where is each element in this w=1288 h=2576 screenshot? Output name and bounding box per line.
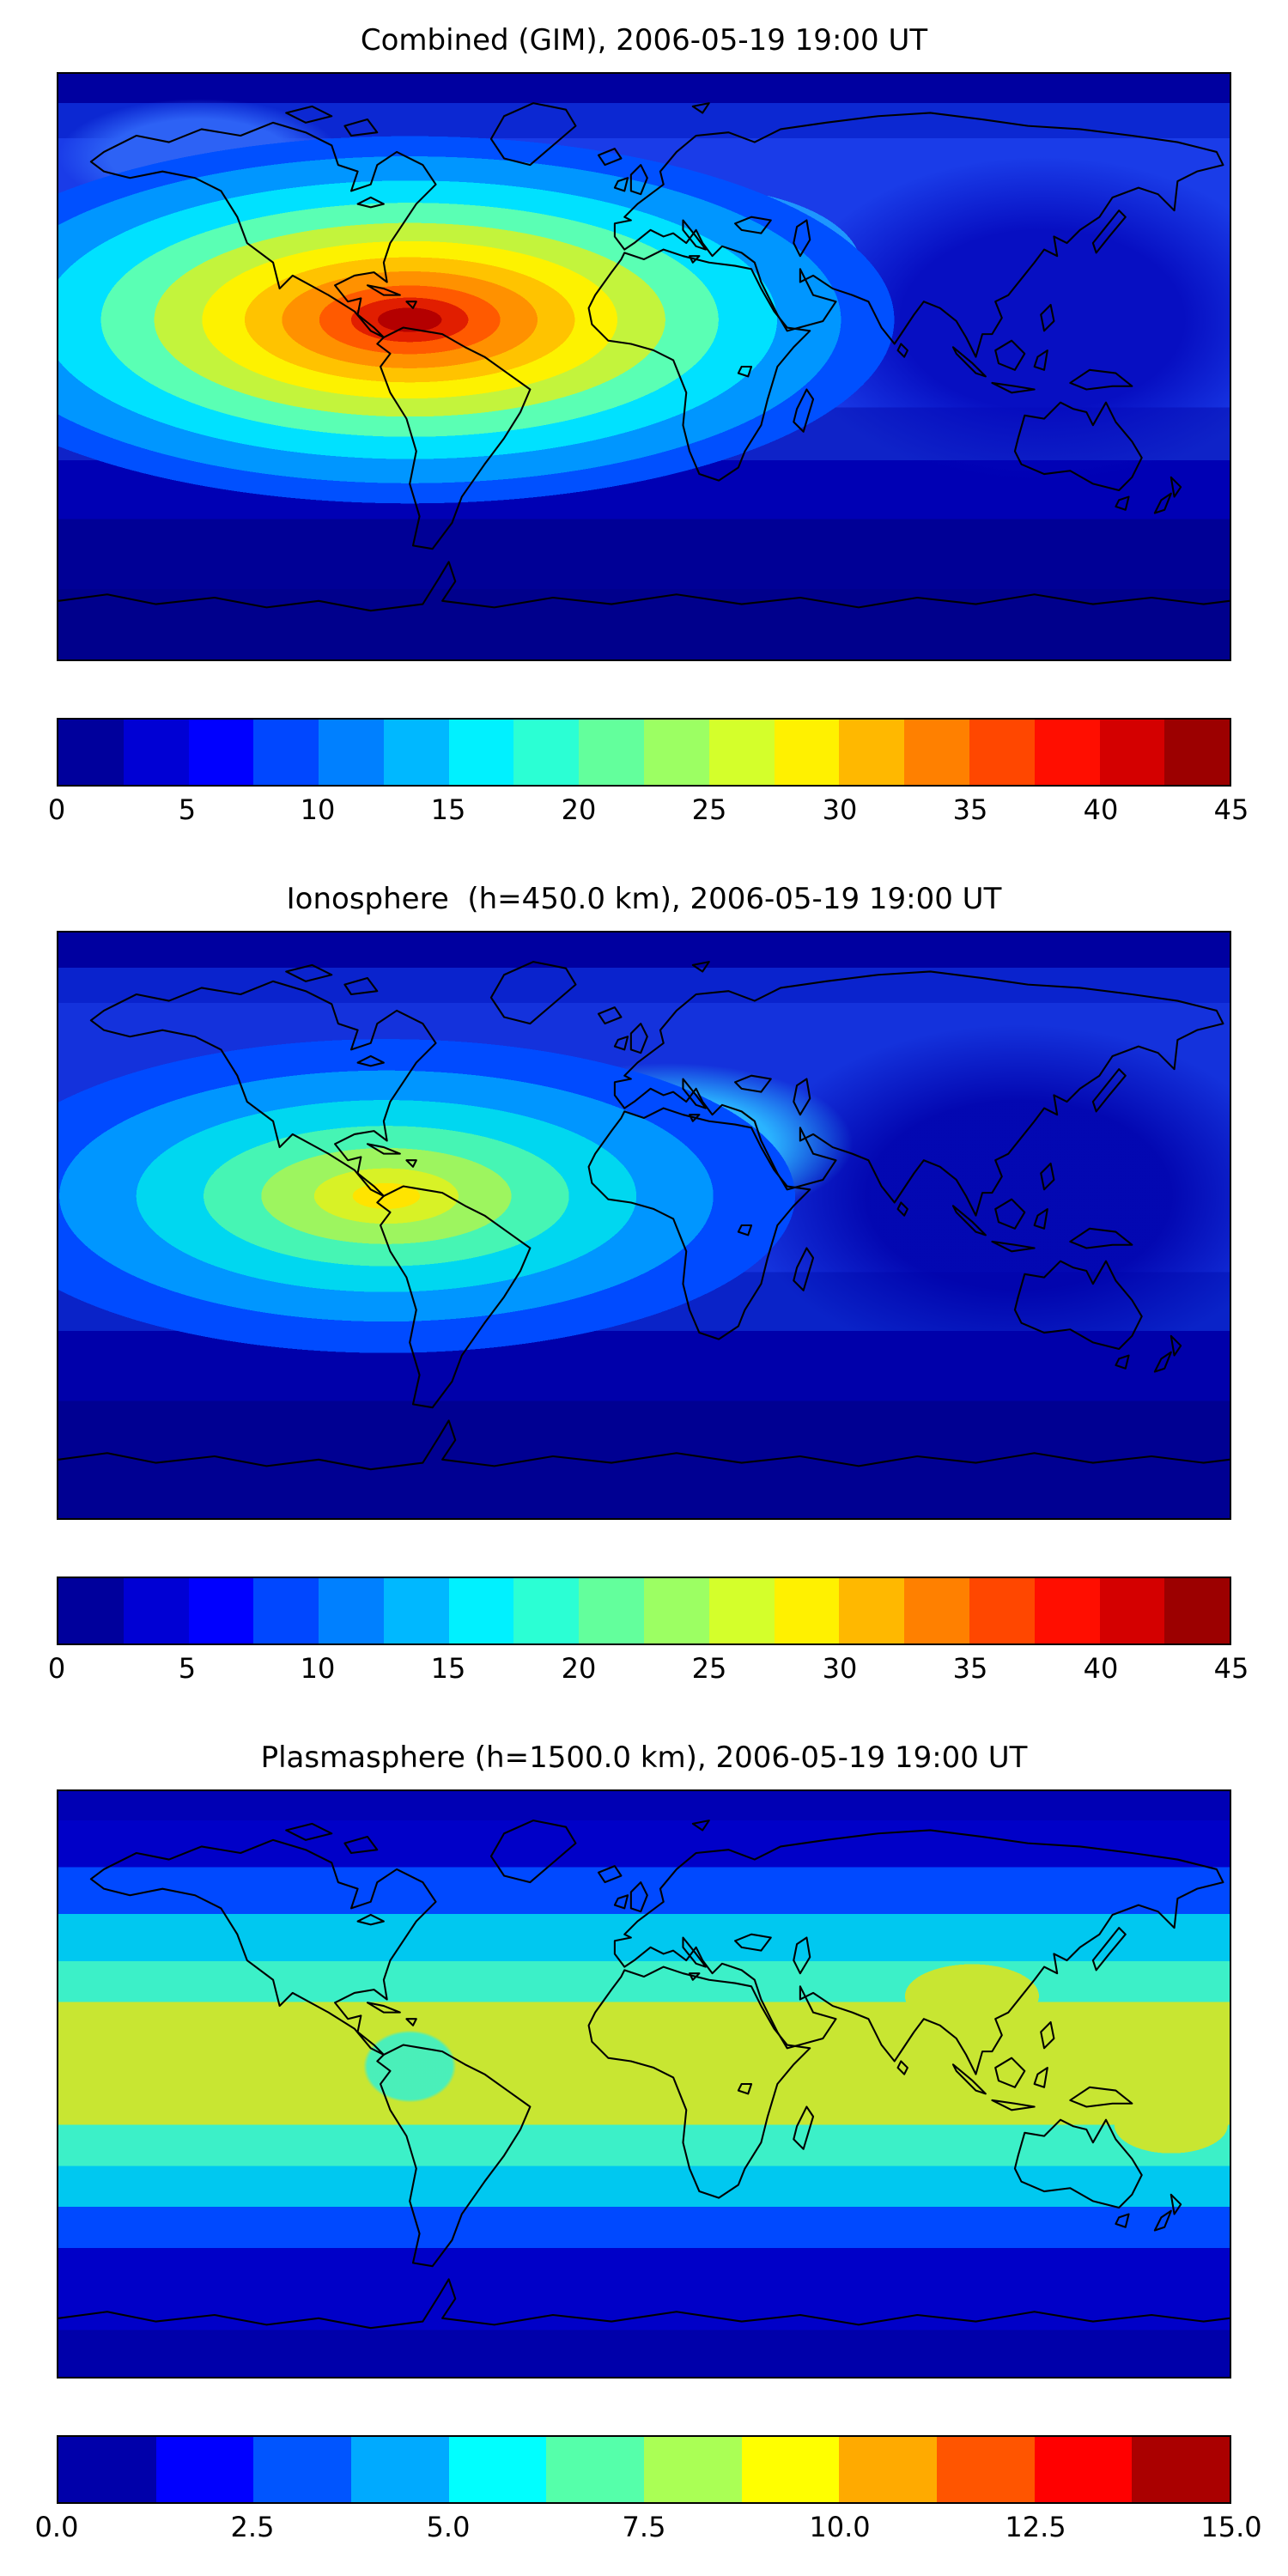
colorbar-tick-label: 40 xyxy=(1083,1652,1119,1685)
colorbar-segment xyxy=(546,2437,645,2502)
colorbar-segment xyxy=(513,1578,580,1643)
colorbar-tick-label: 45 xyxy=(1213,1652,1249,1685)
colorbar-segment xyxy=(58,720,124,785)
colorbar-tick-label: 25 xyxy=(691,793,727,826)
colorbar-segment xyxy=(644,2437,742,2502)
colorbar-segment xyxy=(383,1578,449,1643)
panel-combined: Combined (GIM), 2006-05-19 19:00 UT 0 5 10… xyxy=(0,0,1288,859)
colorbar-segment xyxy=(969,720,1035,785)
panel-plasmasphere-title: Plasmasphere (h=1500.0 km), 2006-05-19 1… xyxy=(260,1741,1028,1775)
colorbar-tick-label: 45 xyxy=(1213,793,1249,826)
colorbar-segment xyxy=(904,720,969,785)
colorbar-tick-label: 5 xyxy=(178,793,197,826)
colorbar-segment xyxy=(644,1578,709,1643)
colorbar-tick-label: 40 xyxy=(1083,793,1119,826)
colorbar-segment xyxy=(253,720,319,785)
colorbar-tick-label: 10.0 xyxy=(809,2511,871,2543)
colorbar-segment xyxy=(774,720,840,785)
colorbar-ionosphere-ticks: 0 5 10 15 20 25 30 35 40 45 xyxy=(48,1645,1249,1686)
colorbar-segment xyxy=(839,720,905,785)
colorbar-plasmasphere xyxy=(57,2435,1231,2504)
panel-combined-title: Combined (GIM), 2006-05-19 19:00 UT xyxy=(360,23,928,58)
map-combined xyxy=(57,72,1231,661)
coastlines-overlay xyxy=(58,102,1230,612)
colorbar-segment xyxy=(448,1578,514,1643)
panel-ionosphere-title: Ionosphere (h=450.0 km), 2006-05-19 19:0… xyxy=(286,882,1002,916)
colorbar-tick-label: 15 xyxy=(430,1652,466,1685)
colorbar-tick-label: 35 xyxy=(952,793,988,826)
coastlines-overlay xyxy=(58,1820,1230,2330)
colorbar-segment xyxy=(579,1578,645,1643)
colorbar-ionosphere xyxy=(57,1577,1231,1645)
colorbar-segment xyxy=(123,1578,189,1643)
colorbar-segment xyxy=(1099,1578,1165,1643)
colorbar-tick-label: 20 xyxy=(561,1652,597,1685)
colorbar-tick-label: 35 xyxy=(952,1652,988,1685)
colorbar-segment xyxy=(937,2437,1035,2502)
colorbar-tick-label: 0 xyxy=(47,1652,66,1685)
colorbar-segment xyxy=(155,2437,254,2502)
colorbar-tick-label: 15 xyxy=(430,793,466,826)
colorbar-segment xyxy=(448,720,514,785)
colorbar-segment xyxy=(1099,720,1165,785)
map-plasmasphere xyxy=(57,1789,1231,2379)
colorbar-segment xyxy=(1164,720,1230,785)
colorbar-segment xyxy=(969,1578,1035,1643)
colorbar-segment xyxy=(774,1578,840,1643)
colorbar-segment xyxy=(253,2437,352,2502)
colorbar-segment xyxy=(253,1578,319,1643)
colorbar-segment xyxy=(741,2437,840,2502)
colorbar-segment xyxy=(188,720,254,785)
coastlines-overlay xyxy=(58,961,1230,1471)
colorbar-tick-label: 10 xyxy=(300,1652,336,1685)
colorbar-segment xyxy=(1034,1578,1100,1643)
colorbar-segment xyxy=(58,2437,156,2502)
colorbar-segment xyxy=(188,1578,254,1643)
colorbar-segment xyxy=(383,720,449,785)
colorbar-segment xyxy=(1034,720,1100,785)
colorbar-tick-label: 30 xyxy=(822,793,858,826)
colorbar-tick-label: 12.5 xyxy=(1005,2511,1066,2543)
colorbar-tick-label: 20 xyxy=(561,793,597,826)
colorbar-tick-label: 5.0 xyxy=(426,2511,471,2543)
colorbar-segment xyxy=(644,720,709,785)
colorbar-tick-label: 15.0 xyxy=(1200,2511,1262,2543)
map-ionosphere xyxy=(57,931,1231,1520)
colorbar-segment xyxy=(1164,1578,1230,1643)
colorbar-tick-label: 10 xyxy=(300,793,336,826)
panel-plasmasphere: Plasmasphere (h=1500.0 km), 2006-05-19 1… xyxy=(0,1717,1288,2576)
colorbar-segment xyxy=(904,1578,969,1643)
colorbar-tick-label: 5 xyxy=(178,1652,197,1685)
colorbar-segment xyxy=(58,1578,124,1643)
colorbar-segment xyxy=(448,2437,547,2502)
colorbar-tick-label: 0 xyxy=(47,793,66,826)
colorbar-segment xyxy=(351,2437,449,2502)
colorbar-segment xyxy=(319,720,384,785)
colorbar-segment xyxy=(1034,2437,1133,2502)
colorbar-segment xyxy=(123,720,189,785)
colorbar-segment xyxy=(319,1578,384,1643)
colorbar-combined xyxy=(57,718,1231,787)
colorbar-tick-label: 2.5 xyxy=(230,2511,275,2543)
colorbar-segment xyxy=(1132,2437,1230,2502)
colorbar-segment xyxy=(839,1578,905,1643)
colorbar-tick-label: 25 xyxy=(691,1652,727,1685)
colorbar-segment xyxy=(839,2437,938,2502)
colorbar-segment xyxy=(708,720,775,785)
colorbar-segment xyxy=(513,720,580,785)
colorbar-tick-label: 0.0 xyxy=(34,2511,79,2543)
panel-ionosphere: Ionosphere (h=450.0 km), 2006-05-19 19:0… xyxy=(0,859,1288,1717)
colorbar-tick-label: 30 xyxy=(822,1652,858,1685)
colorbar-segment xyxy=(579,720,645,785)
colorbar-segment xyxy=(708,1578,775,1643)
colorbar-tick-label: 7.5 xyxy=(622,2511,666,2543)
colorbar-combined-ticks: 0 5 10 15 20 25 30 35 40 45 xyxy=(48,787,1249,828)
colorbar-plasmasphere-ticks: 0.0 2.5 5.0 7.5 10.0 12.5 15.0 xyxy=(35,2504,1262,2545)
